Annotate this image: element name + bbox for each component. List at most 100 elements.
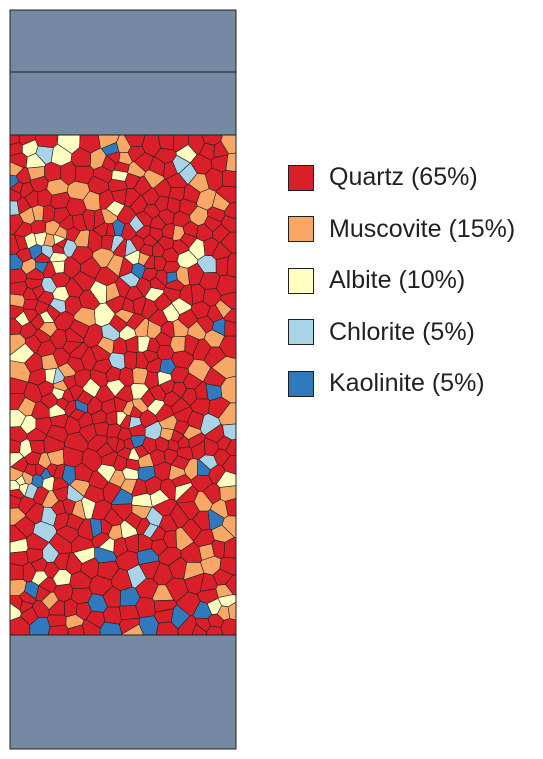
grain — [65, 551, 83, 575]
grain — [105, 365, 122, 383]
grain — [170, 366, 190, 383]
grain — [199, 272, 221, 290]
grain — [219, 556, 236, 576]
grain — [32, 600, 50, 619]
legend-item-muscovite: Muscovite (15%) — [288, 204, 515, 256]
grain — [206, 304, 224, 323]
grain — [215, 185, 236, 204]
grain — [170, 429, 185, 443]
grain — [23, 463, 37, 477]
grain — [180, 233, 198, 248]
grain — [113, 454, 128, 472]
grain — [124, 188, 141, 208]
grain — [92, 247, 115, 268]
grain — [10, 452, 25, 468]
grain — [65, 197, 87, 217]
grain — [89, 517, 102, 538]
grain — [139, 244, 153, 257]
grain — [38, 321, 58, 337]
grain — [190, 300, 211, 320]
grain — [10, 550, 29, 567]
grain — [93, 421, 109, 437]
grain — [10, 188, 23, 202]
grain — [137, 453, 155, 468]
grain — [135, 225, 151, 240]
grain — [79, 135, 101, 154]
grain — [74, 462, 94, 483]
grain — [46, 178, 69, 196]
grain — [10, 439, 21, 454]
grain — [10, 494, 22, 509]
grain — [35, 416, 53, 436]
grain — [106, 254, 124, 277]
grain — [41, 476, 55, 492]
grain — [148, 384, 167, 402]
grain — [66, 226, 81, 242]
legend-label-muscovite: Muscovite (15%) — [329, 214, 516, 243]
grain — [65, 614, 85, 630]
grain — [51, 260, 65, 274]
grain — [83, 484, 105, 503]
legend-item-albite: Albite (10%) — [288, 255, 515, 307]
grain — [53, 234, 67, 245]
grain — [123, 351, 138, 370]
grain — [41, 353, 59, 370]
grain — [130, 383, 150, 400]
grain — [41, 244, 54, 259]
grain — [162, 247, 179, 262]
grain — [56, 397, 70, 411]
grain — [120, 520, 138, 539]
grain — [111, 169, 129, 182]
legend-swatch-albite — [288, 267, 314, 294]
grain — [110, 567, 133, 592]
legend-swatch-quartz — [288, 164, 314, 191]
grain — [42, 204, 56, 223]
grain — [161, 223, 175, 240]
grain — [177, 615, 197, 635]
grain — [183, 183, 201, 204]
grain — [223, 536, 236, 559]
grain — [155, 436, 169, 453]
grain — [219, 291, 236, 310]
grain — [193, 529, 215, 548]
grain — [90, 147, 107, 170]
grain — [10, 563, 24, 581]
grain — [203, 367, 227, 387]
legend-label-kaolinite: Kaolinite (5%) — [329, 369, 485, 398]
legend-item-kaolinite: Kaolinite (5%) — [288, 358, 515, 410]
grain — [103, 606, 122, 625]
grain — [56, 135, 81, 155]
grain — [128, 424, 146, 437]
grain — [97, 336, 115, 355]
grain — [10, 377, 29, 394]
grain — [222, 423, 236, 441]
grain — [136, 548, 160, 565]
grain — [10, 595, 23, 611]
grain — [101, 323, 120, 342]
grain — [168, 464, 186, 481]
bottom-platen — [9, 634, 237, 750]
grain — [112, 219, 125, 237]
mineral-legend: Quartz (65%) Muscovite (15%) Albite (10%… — [288, 152, 515, 410]
grain — [148, 156, 166, 177]
mineral-grain-mosaic — [10, 135, 236, 635]
grain — [106, 379, 126, 397]
grain — [143, 203, 161, 219]
grain — [207, 613, 225, 628]
grain — [182, 220, 199, 238]
grain — [31, 570, 49, 586]
grain — [154, 292, 173, 311]
grain — [24, 483, 39, 500]
grain — [10, 142, 23, 157]
grain — [219, 485, 236, 502]
grain — [169, 503, 190, 529]
grain — [47, 624, 69, 635]
grain — [116, 411, 127, 426]
grain — [46, 448, 65, 466]
grain — [10, 393, 26, 410]
grain — [10, 233, 20, 255]
grain — [146, 506, 164, 527]
grain — [182, 372, 203, 390]
grain — [197, 459, 211, 476]
grain — [170, 397, 191, 415]
